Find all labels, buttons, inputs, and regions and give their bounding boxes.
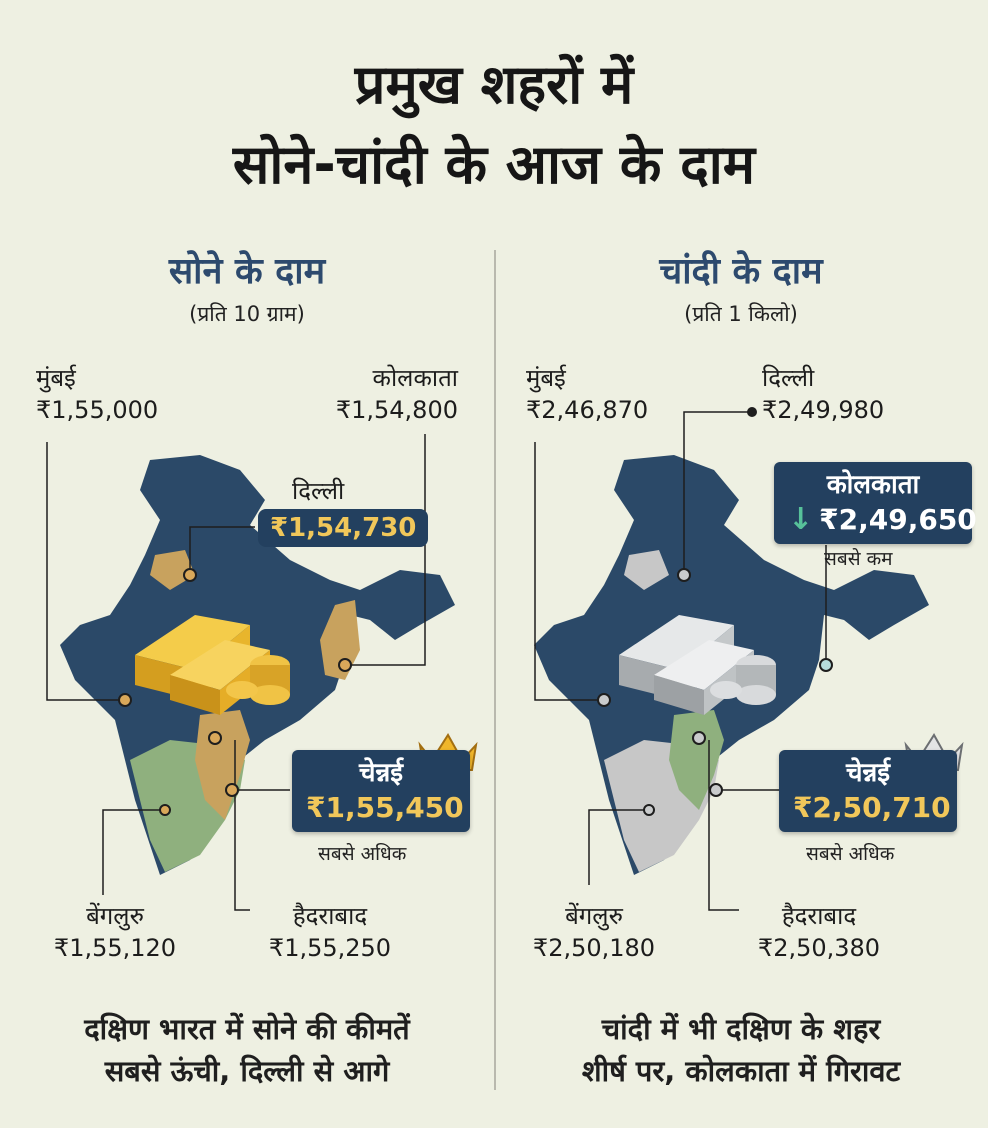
gold-footer-line2: सबसे ऊंची, दिल्ली से आगे	[104, 1054, 390, 1088]
gold-city-mumbai: मुंबई ₹1,55,000	[36, 362, 158, 426]
silver-panel: चांदी के दाम (प्रति 1 किलो)	[494, 0, 988, 1128]
gold-footer: दक्षिण भारत में सोने की कीमतें सबसे ऊंची…	[0, 1008, 494, 1092]
city-price: ₹2,50,710	[793, 791, 951, 824]
silver-city-bengaluru: बेंगलुरु ₹2,50,180	[524, 900, 664, 964]
silver-city-mumbai: मुंबई ₹2,46,870	[526, 362, 648, 426]
city-name: दिल्ली	[292, 477, 345, 505]
city-name: हैदराबाद	[292, 902, 368, 930]
delhi-region	[150, 550, 195, 590]
silver-city-hyderabad: हैदराबाद ₹2,50,380	[744, 900, 894, 964]
silver-unit: (प्रति 1 किलो)	[684, 302, 798, 326]
silver-footer-line1: चांदी में भी दक्षिण के शहर	[601, 1012, 881, 1046]
gold-city-chennai: चेन्नई ₹1,55,450	[292, 750, 470, 832]
city-price: ₹2,49,980	[762, 396, 885, 424]
arrow-down-icon: ↓	[788, 502, 814, 537]
page-title-line2: सोने-चांदी के आज के दाम	[232, 133, 756, 196]
gold-heading: सोने के दाम	[168, 251, 326, 292]
city-price: ₹2,50,180	[532, 934, 656, 962]
silver-india-map	[534, 407, 964, 911]
city-price: ↓ ₹2,49,650	[788, 502, 977, 538]
gold-india-map	[46, 434, 478, 911]
city-name: चेन्नई	[358, 758, 404, 788]
city-price: ₹1,55,250	[268, 934, 392, 962]
gold-delhi-price: ₹1,54,730	[258, 509, 429, 547]
gold-panel: सोने के दाम (प्रति 10 ग्राम)	[0, 251, 494, 1092]
gold-city-hyderabad: हैदराबाद ₹1,55,250	[255, 900, 405, 964]
kolkata-region	[320, 600, 360, 680]
city-price: ₹1,55,120	[53, 934, 177, 962]
gold-footer-line1: दक्षिण भारत में सोने की कीमतें	[84, 1012, 410, 1046]
gold-chennai-note: सबसे अधिक	[318, 843, 407, 865]
gold-unit: (प्रति 10 ग्राम)	[189, 302, 305, 326]
silver-footer: चांदी में भी दक्षिण के शहर शीर्ष पर, कोल…	[494, 1008, 988, 1092]
silver-city-chennai: चेन्नई ₹2,50,710	[779, 750, 957, 832]
city-price: ₹1,55,000	[36, 396, 159, 424]
page-title-line1: प्रमुख शहरों में	[354, 53, 634, 116]
city-name: कोलकाता	[372, 364, 458, 392]
city-name: दिल्ली	[762, 364, 815, 392]
city-name: बेंगलुरु	[565, 902, 623, 930]
gold-city-delhi-name: दिल्ली	[292, 475, 344, 507]
gold-city-kolkata: कोलकाता ₹1,54,800	[318, 362, 458, 426]
gold-city-bengaluru: बेंगलुरु ₹1,55,120	[50, 900, 180, 964]
silver-kolkata-note: सबसे कम	[824, 548, 893, 570]
city-name: हैदराबाद	[781, 902, 857, 930]
city-price: ₹2,50,380	[757, 934, 881, 962]
city-name: मुंबई	[526, 364, 566, 392]
silver-chennai-note: सबसे अधिक	[806, 843, 895, 865]
city-name: मुंबई	[36, 364, 76, 392]
silver-heading: चांदी के दाम	[659, 251, 823, 292]
city-price: ₹1,54,800	[335, 396, 458, 424]
city-name: बेंगलुरु	[86, 902, 144, 930]
panel-divider	[494, 250, 496, 1090]
city-name: चेन्नई	[845, 758, 891, 788]
silver-bars-icon	[619, 615, 776, 715]
silver-city-delhi: दिल्ली ₹2,49,980	[762, 362, 884, 426]
silver-city-kolkata: कोलकाता ↓ ₹2,49,650	[774, 462, 977, 544]
price-value: ₹2,49,650	[819, 503, 977, 536]
silver-footer-line2: शीर्ष पर, कोलकाता में गिरावट	[581, 1054, 901, 1088]
city-price: ₹1,55,450	[306, 791, 464, 824]
delhi-region	[624, 550, 669, 590]
hyderabad-region	[669, 710, 724, 810]
gold-bars-icon	[135, 615, 290, 715]
city-price: ₹2,46,870	[526, 396, 649, 424]
city-name: कोलकाता	[826, 470, 920, 500]
